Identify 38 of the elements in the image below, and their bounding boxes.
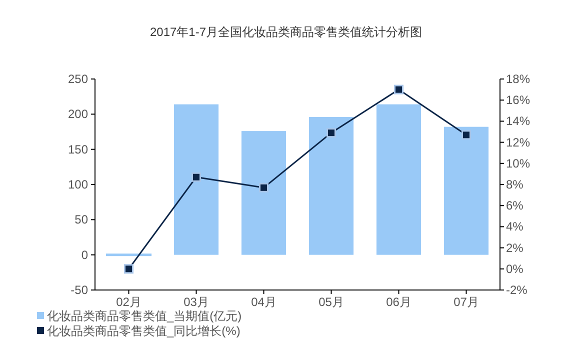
y2-tick-label: 0% xyxy=(506,262,524,276)
bar xyxy=(174,104,219,255)
y-tick-label: 200 xyxy=(68,107,88,122)
y2-tick-label: 8% xyxy=(506,178,524,192)
y2-tick-label: 16% xyxy=(506,93,530,108)
y2-tick-label: 4% xyxy=(506,220,524,234)
y2-tick-label: 2% xyxy=(506,240,524,255)
x-tick-label: 04月 xyxy=(251,295,276,309)
point xyxy=(259,182,268,192)
y2-tick-label: 12% xyxy=(506,135,530,150)
x-tick-label: 07月 xyxy=(454,295,479,309)
chart-title: 2017年1-7月全国化妆品类商品零售类值统计分析图 xyxy=(150,25,422,39)
legend-label: 化妆品类商品零售类值_同比增长(%) xyxy=(47,324,240,338)
y-tick-label: -50 xyxy=(70,283,88,297)
y2-tick-label: -2% xyxy=(506,283,528,297)
point xyxy=(326,128,336,138)
bar xyxy=(444,126,489,255)
point xyxy=(462,130,471,140)
point xyxy=(192,172,201,182)
y2-tick-label: 18% xyxy=(506,72,530,86)
y-tick-label: 50 xyxy=(74,212,88,227)
legend-label: 化妆品类商品零售类值_当期值(亿元) xyxy=(47,309,242,323)
x-tick-label: 06月 xyxy=(386,295,412,309)
point xyxy=(124,264,134,274)
bar xyxy=(241,131,286,255)
y-tick-label: 0 xyxy=(81,248,88,262)
bar xyxy=(308,116,354,255)
y-tick-label: 250 xyxy=(68,72,88,86)
point xyxy=(394,84,404,94)
y-tick-label: 150 xyxy=(68,142,88,156)
x-tick-label: 05月 xyxy=(318,295,344,309)
x-tick-label: 02月 xyxy=(116,295,142,309)
bar xyxy=(376,104,422,255)
y2-tick-label: 10% xyxy=(506,156,530,170)
x-tick-label: 03月 xyxy=(184,295,209,309)
y2-tick-label: 6% xyxy=(506,198,524,213)
y2-tick-label: 14% xyxy=(506,114,530,128)
y-tick-label: 100 xyxy=(68,178,88,192)
